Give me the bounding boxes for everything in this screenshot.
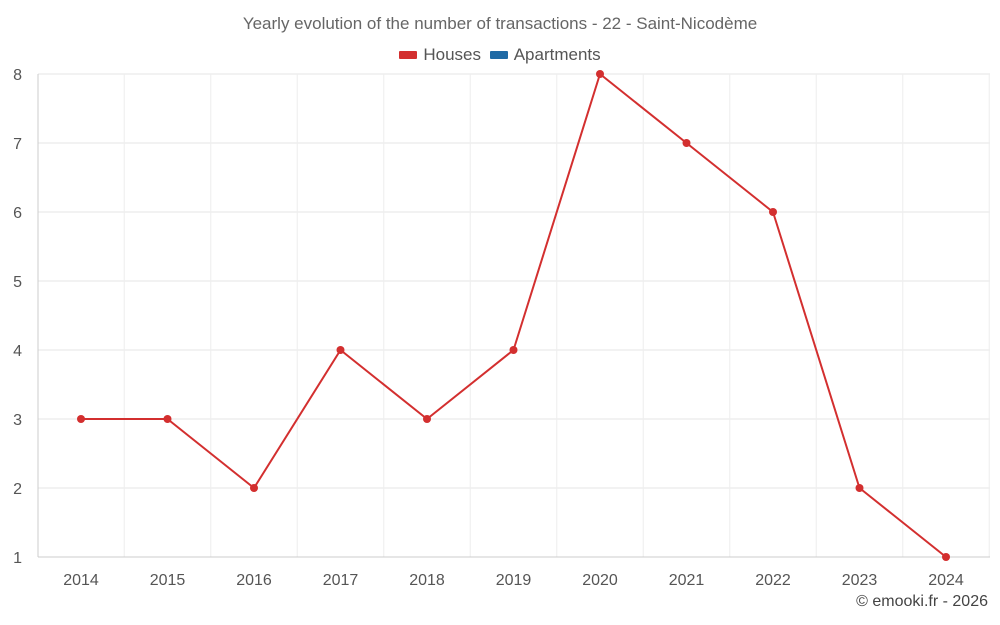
y-tick-label-2: 2 (13, 481, 22, 498)
x-tick-label-2016: 2016 (236, 572, 272, 589)
data-point-houses-2019 (509, 346, 518, 354)
legend-label-apartments: Apartments (513, 45, 601, 64)
legend-item-apartments[interactable]: Apartments (489, 45, 601, 65)
y-tick-label-3: 3 (13, 412, 22, 429)
legend-label-houses: Houses (423, 45, 481, 64)
credit-text: © emooki.fr - 2026 (856, 593, 988, 610)
data-point-houses-2017 (336, 346, 345, 354)
y-tick-label-4: 4 (13, 343, 22, 360)
axes: 1 2 3 4 5 6 7 8 2014 2015 2016 2017 2018 2019 2020 2021… (13, 67, 990, 589)
x-tick-label-2015: 2015 (150, 572, 186, 589)
chart-title: Yearly evolution of the number of transa… (242, 14, 758, 33)
y-tick-label-6: 6 (13, 205, 22, 222)
legend-swatch-houses (399, 51, 418, 59)
data-point-houses-2014 (77, 415, 85, 423)
y-tick-label-1: 1 (13, 550, 22, 567)
legend-item-houses[interactable]: Houses (399, 45, 481, 65)
y-tick-label-7: 7 (13, 136, 22, 153)
y-tick-label-5: 5 (13, 274, 22, 291)
x-tick-label-2022: 2022 (755, 572, 791, 589)
grid (38, 73, 990, 558)
data-point-houses-2016 (250, 484, 258, 492)
x-tick-label-2017: 2017 (323, 572, 359, 589)
y-tick-label-8: 8 (13, 67, 22, 84)
data-point-houses-2023 (855, 484, 864, 492)
data-point-houses-2015 (163, 415, 172, 423)
x-tick-label-2014: 2014 (63, 572, 99, 589)
data-point-houses-2024 (942, 553, 950, 561)
x-tick-label-2018: 2018 (409, 572, 445, 589)
data-point-houses-2020 (596, 70, 604, 78)
legend: Houses Apartments (0, 44, 1000, 65)
data-point-houses-2021 (682, 139, 691, 147)
series-houses (77, 70, 950, 561)
data-point-houses-2018 (423, 415, 431, 423)
legend-swatch-apartments (489, 51, 508, 59)
x-tick-label-2020: 2020 (582, 572, 618, 589)
x-tick-label-2023: 2023 (842, 572, 878, 589)
x-tick-label-2024: 2024 (928, 572, 964, 589)
data-point-houses-2022 (769, 208, 777, 216)
x-tick-label-2021: 2021 (669, 572, 705, 589)
x-tick-label-2019: 2019 (496, 572, 532, 589)
